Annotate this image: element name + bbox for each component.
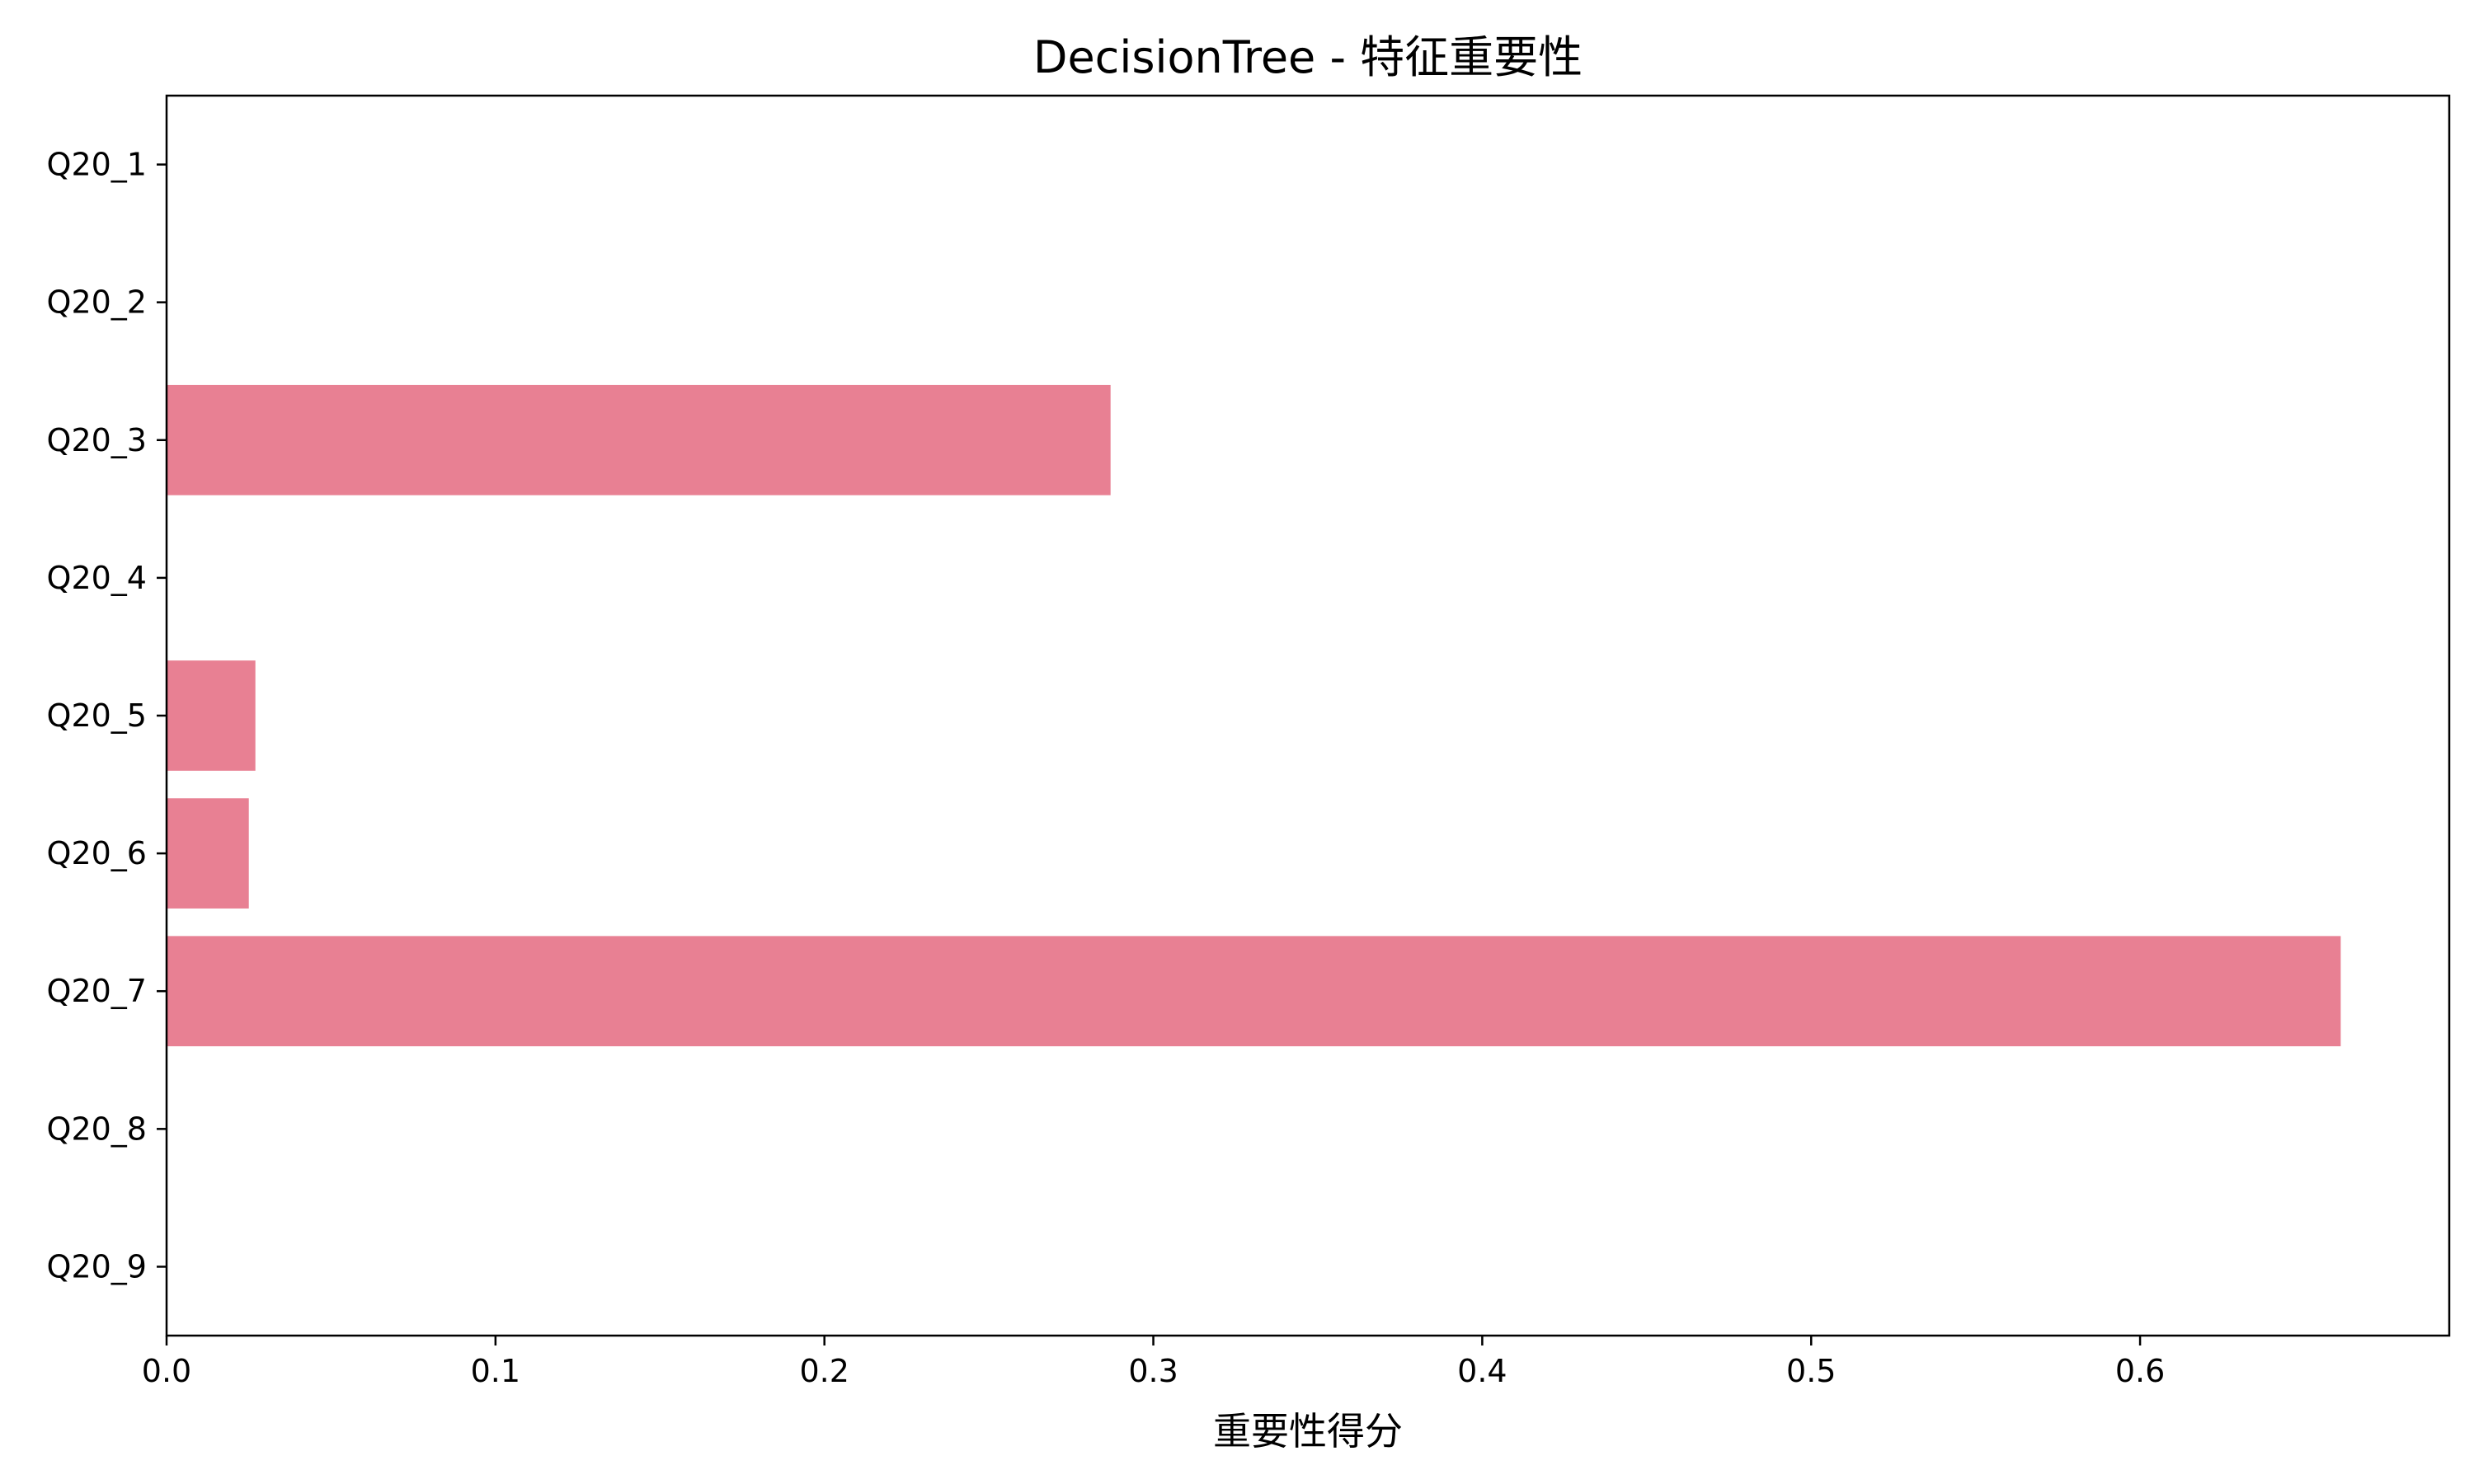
x-tick-label: 0.5 (1786, 1353, 1836, 1389)
x-tick-label: 0.0 (142, 1353, 191, 1389)
y-tick-label: Q20_2 (47, 284, 147, 321)
x-axis: 0.0 0.1 0.2 0.3 0.4 0.5 0.6 (142, 1336, 2165, 1389)
x-tick-label: 0.1 (471, 1353, 520, 1389)
y-tick-label: Q20_8 (47, 1111, 147, 1147)
bar-q20-5 (167, 660, 256, 771)
y-tick-label: Q20_4 (47, 560, 147, 596)
chart-title: DecisionTree - 特征重要性 (1033, 31, 1583, 83)
y-tick-label: Q20_1 (47, 147, 147, 183)
plot-frame (165, 94, 2451, 1337)
y-tick-label: Q20_5 (47, 697, 147, 734)
y-tick-label: Q20_9 (47, 1248, 147, 1284)
x-axis-label: 重要性得分 (1213, 1409, 1403, 1453)
x-tick-label: 0.6 (2115, 1353, 2165, 1389)
bar-q20-7 (167, 936, 2341, 1047)
bars-group (167, 384, 2341, 1047)
x-tick-label: 0.2 (799, 1353, 849, 1389)
y-tick-label: Q20_6 (47, 835, 147, 871)
x-tick-label: 0.4 (1457, 1353, 1507, 1389)
bar-q20-6 (167, 798, 249, 909)
y-tick-label: Q20_7 (47, 973, 147, 1009)
x-tick-label: 0.3 (1128, 1353, 1178, 1389)
y-axis: Q20_1 Q20_2 Q20_3 Q20_4 Q20_5 Q20_6 Q20_7 Q20_8… (47, 147, 167, 1284)
y-tick-label: Q20_3 (47, 422, 147, 458)
bar-q20-3 (167, 384, 1111, 495)
